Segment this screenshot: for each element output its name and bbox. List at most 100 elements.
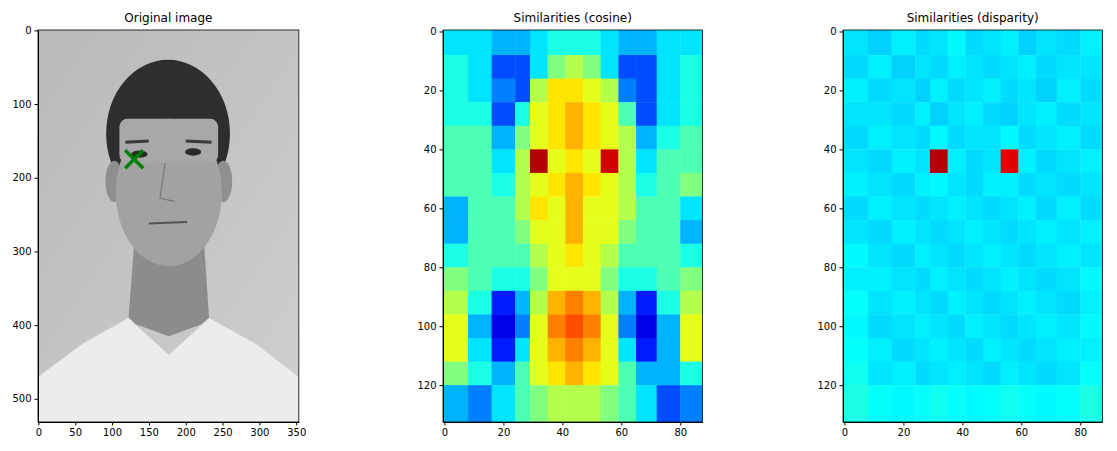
y-tick-label: 120 [417,380,436,391]
heatmap-cell [680,149,702,173]
heatmap-cell [1080,338,1102,362]
heatmap-cell [930,314,948,338]
y-tick-label: 20 [824,85,837,96]
y-tick-mark [840,90,844,91]
heatmap-cell [492,291,516,315]
heatmap-cell [1080,314,1102,338]
heatmap-cell [565,102,583,126]
heatmap-cell [1001,267,1019,291]
heatmap-cell [601,362,619,386]
y-tick-mark [440,149,444,150]
heatmap-cell [965,244,983,268]
y-tick: 100 [12,99,38,110]
heatmap-cell [548,149,566,173]
heatmap-cell [930,79,948,103]
x-tick: 40 [957,422,970,438]
x-tick-label: 200 [177,427,196,438]
x-tick-label: 60 [1015,427,1028,438]
heatmap-cell [1018,314,1036,338]
x-tick-mark [38,422,39,426]
x-tick-mark [503,422,504,426]
panel: 0501001502002503003500100200300400500Ori… [12,11,306,438]
heatmap-cell [915,30,930,55]
x-tick-mark [186,422,187,426]
heatmap-cell [565,291,583,315]
x-tick-label: 80 [1074,427,1087,438]
x-tick-mark [844,422,845,426]
heatmap-cell [868,79,892,103]
heatmap-cell [636,244,657,268]
y-tick-label: 40 [824,144,837,155]
heatmap-cell [892,220,916,244]
heatmap-cell [468,338,492,362]
photo-face [116,119,222,266]
heatmap-cell [657,314,681,338]
heatmap-cell [868,30,892,55]
heatmap-cell [1036,55,1057,79]
x-tick-label: 40 [957,427,970,438]
heatmap-cell [636,267,657,291]
heatmap-cell [948,291,966,315]
heatmap-cell [1018,291,1036,315]
heatmap-cell [680,173,702,197]
heatmap-cell [930,267,948,291]
heatmap-cell [618,220,636,244]
heatmap-cell [1018,362,1036,386]
heatmap-cell [443,197,468,221]
heatmap-cell [492,220,516,244]
x-tick-mark [621,422,622,426]
heatmap-cell [983,385,1001,422]
heatmap-cell [892,338,916,362]
heatmap-cell [548,244,566,268]
heatmap-cell [1057,267,1081,291]
heatmap-cell [868,291,892,315]
x-tick: 60 [615,422,628,438]
heatmap-cell [583,267,601,291]
heatmap-cell [548,291,566,315]
y-tick: 0 [830,26,843,37]
heatmap-cell [1057,362,1081,386]
heatmap-cell [983,244,1001,268]
heatmap-cell [965,220,983,244]
heatmap-cell [965,149,983,173]
y-tick: 200 [12,172,38,183]
heatmap-cell [930,291,948,315]
heatmap-cell [680,79,702,103]
heatmap-cell [468,79,492,103]
heatmap-cell [915,149,930,173]
heatmap-cell [680,338,702,362]
heatmap-cell [1080,385,1102,422]
heatmap-cell [983,102,1001,126]
heatmap-cell [618,30,636,55]
heatmap-cell [468,362,492,386]
heatmap-cell [530,244,548,268]
heatmap-cell [618,173,636,197]
heatmap-cell [468,385,492,422]
heatmap-cell [618,267,636,291]
heatmap-cell [680,385,702,422]
heatmap-cell [468,291,492,315]
x-tick-mark [1021,422,1022,426]
heatmap-cell [983,197,1001,221]
heatmap-cell [548,385,566,422]
heatmap-cell [892,314,916,338]
heatmap-cell [1036,267,1057,291]
heatmap-cell [1080,126,1102,150]
y-tick-label: 0 [25,25,31,36]
heatmap-cell [583,126,601,150]
heatmap-cell [565,267,583,291]
heatmap-cell [515,102,530,126]
heatmap-cell [601,220,619,244]
photo-nose [160,163,175,201]
heatmap-cell [868,102,892,126]
heatmap-cell [843,102,868,126]
heatmap-cell [965,30,983,55]
heatmap-cell [530,173,548,197]
heatmap-cell [548,102,566,126]
heatmap-cell [1036,102,1057,126]
heatmap-cell [843,126,868,150]
heatmap-cell [515,220,530,244]
y-tick: 120 [817,380,843,391]
heatmap-cell [530,338,548,362]
heatmap-cell [930,173,948,197]
